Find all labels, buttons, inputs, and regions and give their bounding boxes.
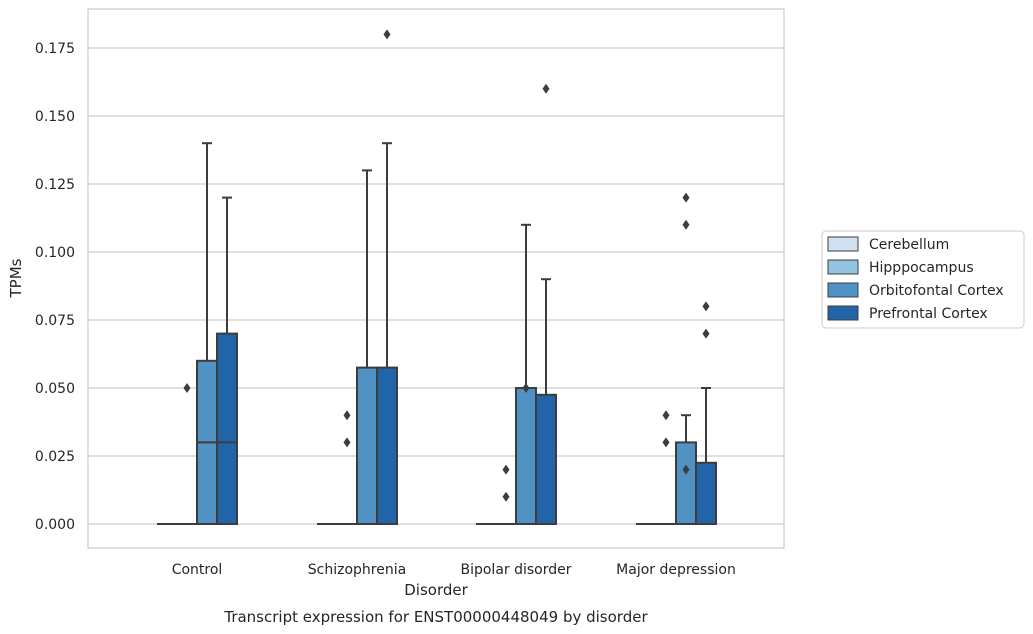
outlier-point xyxy=(502,491,510,502)
y-tick-label: 0.100 xyxy=(35,245,75,261)
legend-label: Cerebellum xyxy=(869,237,949,253)
y-tick-label: 0.175 xyxy=(35,41,75,57)
outlier-point xyxy=(343,410,351,421)
box-prefrontal-cortex xyxy=(376,29,398,525)
outlier-point xyxy=(183,383,191,393)
outlier-point xyxy=(682,464,690,475)
x-tick-label: Control xyxy=(172,562,223,578)
box-body xyxy=(356,366,378,525)
outlier-point xyxy=(682,219,690,230)
legend-label: Hipppocampus xyxy=(869,260,974,276)
y-tick-label: 0.075 xyxy=(35,313,75,329)
y-axis-ticks: 0.000 0.025 0.050 0.075 0.100 0.125 0.150 0.175 xyxy=(35,41,75,533)
chart-title: Transcript expression for ENST0000044804… xyxy=(223,608,648,626)
legend-swatch xyxy=(827,259,859,275)
legend-swatch xyxy=(827,282,859,298)
outlier-point xyxy=(662,410,670,421)
outlier-point xyxy=(383,29,391,40)
legend-items: Cerebellum Hipppocampus Orbitofontal Corte… xyxy=(827,236,1004,322)
box-hipppocampus xyxy=(496,464,516,525)
outlier-point xyxy=(542,83,550,94)
box-hipppocampus xyxy=(337,410,357,525)
box-orbitofontal-cortex xyxy=(515,223,537,525)
y-tick-label: 0.150 xyxy=(35,109,75,125)
box-orbitofontal-cortex xyxy=(675,192,697,525)
outlier-point xyxy=(702,328,710,339)
outlier-point xyxy=(682,192,690,203)
x-axis-label: Disorder xyxy=(404,581,468,599)
y-tick-label: 0.050 xyxy=(35,381,75,397)
outlier-point xyxy=(522,383,530,393)
box-hipppocampus xyxy=(656,410,676,525)
legend-swatch xyxy=(827,305,859,321)
box-hipppocampus xyxy=(177,383,197,525)
box-body xyxy=(695,461,717,525)
box-body xyxy=(535,393,557,525)
x-tick-label: Schizophrenia xyxy=(308,562,406,578)
legend-label: Prefrontal Cortex xyxy=(869,306,988,322)
x-tick-label: Bipolar disorder xyxy=(460,562,571,578)
box-prefrontal-cortex xyxy=(216,196,238,525)
outlier-point xyxy=(702,301,710,312)
legend-label: Orbitofontal Cortex xyxy=(869,283,1004,299)
y-axis-label: TPMs xyxy=(7,258,25,298)
legend-frame xyxy=(821,230,1025,329)
y-tick-label: 0.025 xyxy=(35,449,75,465)
y-tick-label: 0.000 xyxy=(35,517,75,533)
box-plots xyxy=(157,29,717,525)
box-orbitofontal-cortex xyxy=(356,169,378,525)
box-body xyxy=(216,332,238,525)
outlier-point xyxy=(343,437,351,448)
outlier-point xyxy=(502,464,510,475)
legend: Cerebellum Hipppocampus Orbitofontal Corte… xyxy=(821,230,1025,329)
legend-swatch xyxy=(827,236,859,252)
y-tick-label: 0.125 xyxy=(35,177,75,193)
box-prefrontal-cortex xyxy=(695,301,717,525)
box-body xyxy=(376,366,398,525)
box-body xyxy=(675,441,697,525)
box-body xyxy=(515,387,537,525)
box-orbitofontal-cortex xyxy=(196,142,218,525)
x-tick-label: Major depression xyxy=(616,562,736,578)
x-axis-ticks: Control Schizophrenia Bipolar disorder Majo… xyxy=(172,562,736,578)
box-prefrontal-cortex xyxy=(535,83,557,525)
plot-frame xyxy=(87,8,785,549)
outlier-point xyxy=(662,437,670,448)
